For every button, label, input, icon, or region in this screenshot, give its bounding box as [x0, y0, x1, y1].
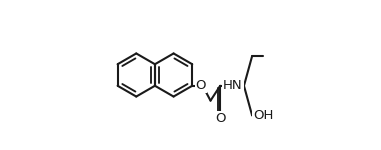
- Text: OH: OH: [253, 109, 274, 122]
- Text: O: O: [215, 112, 226, 125]
- Text: O: O: [195, 79, 206, 92]
- Text: HN: HN: [223, 79, 243, 92]
